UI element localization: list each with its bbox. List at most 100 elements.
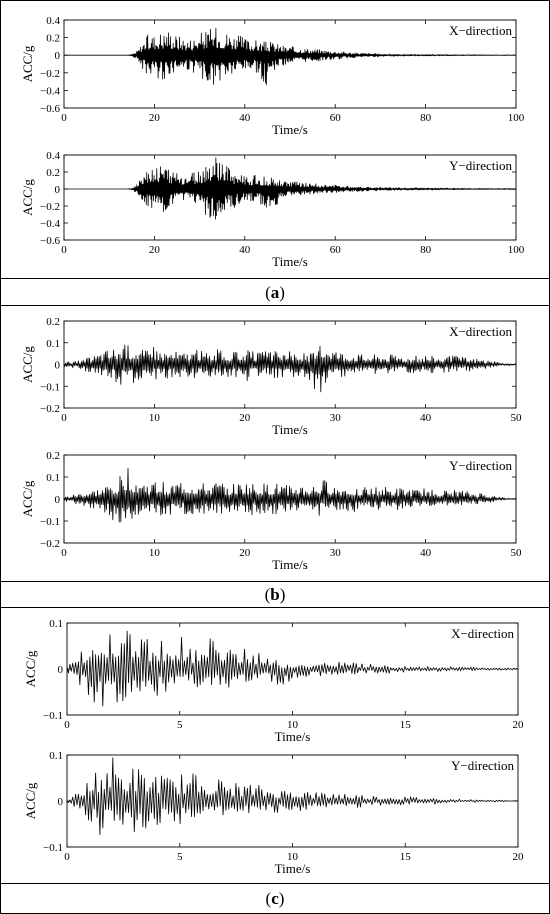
y-tick-label: −0.2 xyxy=(40,538,60,550)
x-tick-label: 60 xyxy=(330,244,342,256)
x-tick-label: 20 xyxy=(149,112,161,124)
x-tick-label: 0 xyxy=(64,719,70,731)
x-tick-label: 30 xyxy=(330,412,342,424)
y-tick-label: 0 xyxy=(58,796,64,808)
y-tick-label: −0.6 xyxy=(40,103,60,115)
acceleration-series-line xyxy=(63,344,517,393)
y-tick-label: −0.1 xyxy=(40,516,60,528)
x-tick-label: 0 xyxy=(61,112,67,124)
y-tick-label: −0.2 xyxy=(40,68,60,80)
y-tick-label: −0.1 xyxy=(43,842,63,854)
x-tick-label: 20 xyxy=(513,719,525,731)
y-axis-title: ACC/g xyxy=(20,480,35,517)
acceleration-series-line xyxy=(66,757,519,835)
x-tick-label: 100 xyxy=(508,112,525,124)
x-tick-label: 10 xyxy=(287,719,299,731)
x-tick-label: 0 xyxy=(61,244,67,256)
y-tick-label: 0.2 xyxy=(46,33,60,45)
x-tick-label: 10 xyxy=(149,547,161,559)
x-tick-label: 10 xyxy=(149,412,161,424)
x-axis-title: Time/s xyxy=(272,422,308,437)
y-axis-title: ACC/g xyxy=(20,346,35,383)
y-tick-label: 0.1 xyxy=(46,338,60,350)
y-tick-label: 0 xyxy=(55,360,61,372)
y-tick-label: 0 xyxy=(58,664,64,676)
x-tick-label: 40 xyxy=(420,412,432,424)
y-tick-label: −0.1 xyxy=(43,710,63,722)
acceleration-series-line xyxy=(64,157,517,220)
y-tick-label: 0.4 xyxy=(46,150,60,162)
y-tick-label: 0.2 xyxy=(46,450,60,462)
y-tick-label: 0.1 xyxy=(49,618,63,630)
caption-b: (b) xyxy=(265,585,286,604)
y-tick-label: −0.4 xyxy=(40,218,60,230)
acceleration-series-line xyxy=(63,468,517,523)
x-axis-title: Time/s xyxy=(275,861,311,876)
y-tick-label: −0.4 xyxy=(40,85,60,97)
acceleration-series-line xyxy=(66,630,519,707)
plot-area-frame xyxy=(63,19,517,109)
x-tick-label: 80 xyxy=(420,112,432,124)
x-axis-title: Time/s xyxy=(272,557,308,572)
caption-c: (c) xyxy=(266,889,285,908)
y-axis-title: ACC/g xyxy=(20,179,35,216)
direction-annotation: Y−direction xyxy=(449,158,512,173)
x-tick-label: 20 xyxy=(149,244,161,256)
y-axis-title: ACC/g xyxy=(23,782,38,819)
x-tick-label: 30 xyxy=(330,547,342,559)
plot-area-frame xyxy=(63,154,517,241)
x-tick-label: 20 xyxy=(239,547,251,559)
y-axis-title: ACC/g xyxy=(20,45,35,82)
y-tick-label: 0.1 xyxy=(49,750,63,762)
direction-annotation: Y−direction xyxy=(449,458,512,473)
x-tick-label: 50 xyxy=(511,412,523,424)
y-axis-title: ACC/g xyxy=(23,650,38,687)
x-tick-label: 60 xyxy=(330,112,342,124)
x-tick-label: 40 xyxy=(420,547,432,559)
chart-b-y-direction: 0 10 20 30 40 50 −0.2 −0.1 0 0.1 0.2 Time/s ACC/g Y−d… xyxy=(20,450,522,572)
x-tick-label: 100 xyxy=(508,244,525,256)
y-tick-label: 0.2 xyxy=(46,316,60,328)
x-tick-label: 0 xyxy=(61,547,67,559)
x-tick-label: 15 xyxy=(400,851,412,863)
x-axis-title: Time/s xyxy=(272,122,308,137)
y-tick-label: 0 xyxy=(55,50,61,62)
x-tick-label: 0 xyxy=(64,851,70,863)
direction-annotation: Y−direction xyxy=(451,758,514,773)
direction-annotation: X−direction xyxy=(449,324,512,339)
y-tick-label: −0.6 xyxy=(40,235,60,247)
x-tick-label: 80 xyxy=(420,244,432,256)
x-tick-label: 20 xyxy=(239,412,251,424)
x-axis-title: Time/s xyxy=(275,729,311,744)
chart-a-y-direction: 0 20 40 60 80 100 −0.6 −0.4 −0.2 0 0.2 0.4 Time/s ACC… xyxy=(20,150,525,269)
y-tick-label: 0 xyxy=(55,494,61,506)
x-tick-label: 5 xyxy=(177,851,183,863)
direction-annotation: X−direction xyxy=(451,626,514,641)
y-tick-label: 0.1 xyxy=(46,472,60,484)
x-tick-label: 50 xyxy=(511,547,523,559)
acceleration-series-line xyxy=(64,27,517,86)
x-tick-label: 5 xyxy=(177,719,183,731)
y-tick-label: 0.4 xyxy=(46,15,60,27)
x-tick-label: 15 xyxy=(400,719,412,731)
x-axis-title: Time/s xyxy=(272,254,308,269)
chart-a-x-direction: 0 20 40 60 80 100 −0.6 −0.4 −0.2 0 0.2 0.4 Time/s ACC… xyxy=(20,15,525,137)
plots-layer: 0 20 40 60 80 100−0.6−0.4−0.200.20.4Time/sACC… xyxy=(20,15,525,876)
chart-b-x-direction: 0 10 20 30 40 50 −0.2 −0.1 0 0.1 0.2 Time/s ACC/g X−d… xyxy=(20,316,522,437)
direction-annotation: X−direction xyxy=(449,23,512,38)
y-tick-label: −0.2 xyxy=(40,201,60,213)
y-tick-label: 0 xyxy=(55,184,61,196)
x-tick-label: 0 xyxy=(61,412,67,424)
caption-a: (a) xyxy=(265,283,285,302)
x-tick-label: 20 xyxy=(513,851,525,863)
x-tick-label: 10 xyxy=(287,851,299,863)
y-tick-label: −0.2 xyxy=(40,403,60,415)
y-tick-label: −0.1 xyxy=(40,381,60,393)
x-tick-label: 40 xyxy=(239,112,251,124)
y-tick-label: 0.2 xyxy=(46,167,60,179)
x-tick-label: 40 xyxy=(239,244,251,256)
